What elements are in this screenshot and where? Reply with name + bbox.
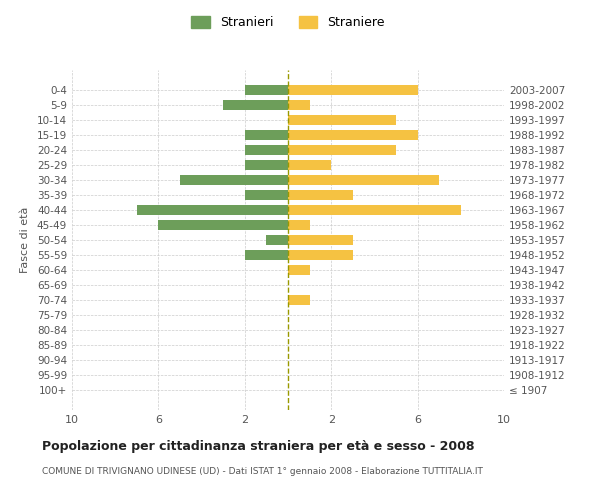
Bar [245, 250, 288, 260]
Bar [288, 190, 353, 200]
Text: Popolazione per cittadinanza straniera per età e sesso - 2008: Popolazione per cittadinanza straniera p… [42, 440, 475, 453]
Bar [288, 265, 310, 275]
Legend: Stranieri, Straniere: Stranieri, Straniere [186, 11, 390, 34]
Bar [266, 235, 288, 245]
Bar [288, 130, 418, 140]
Bar [223, 100, 288, 110]
Bar [288, 250, 353, 260]
Bar [245, 146, 288, 155]
Bar [288, 86, 418, 95]
Bar [137, 205, 288, 215]
Y-axis label: Fasce di età: Fasce di età [20, 207, 30, 273]
Bar [158, 220, 288, 230]
Bar [288, 160, 331, 170]
Text: COMUNE DI TRIVIGNANO UDINESE (UD) - Dati ISTAT 1° gennaio 2008 - Elaborazione TU: COMUNE DI TRIVIGNANO UDINESE (UD) - Dati… [42, 468, 483, 476]
Bar [288, 220, 310, 230]
Bar [245, 160, 288, 170]
Bar [245, 86, 288, 95]
Bar [288, 100, 310, 110]
Bar [245, 190, 288, 200]
Bar [288, 176, 439, 185]
Bar [180, 176, 288, 185]
Bar [288, 295, 310, 304]
Bar [288, 116, 396, 125]
Bar [288, 235, 353, 245]
Bar [288, 146, 396, 155]
Bar [288, 205, 461, 215]
Bar [245, 130, 288, 140]
